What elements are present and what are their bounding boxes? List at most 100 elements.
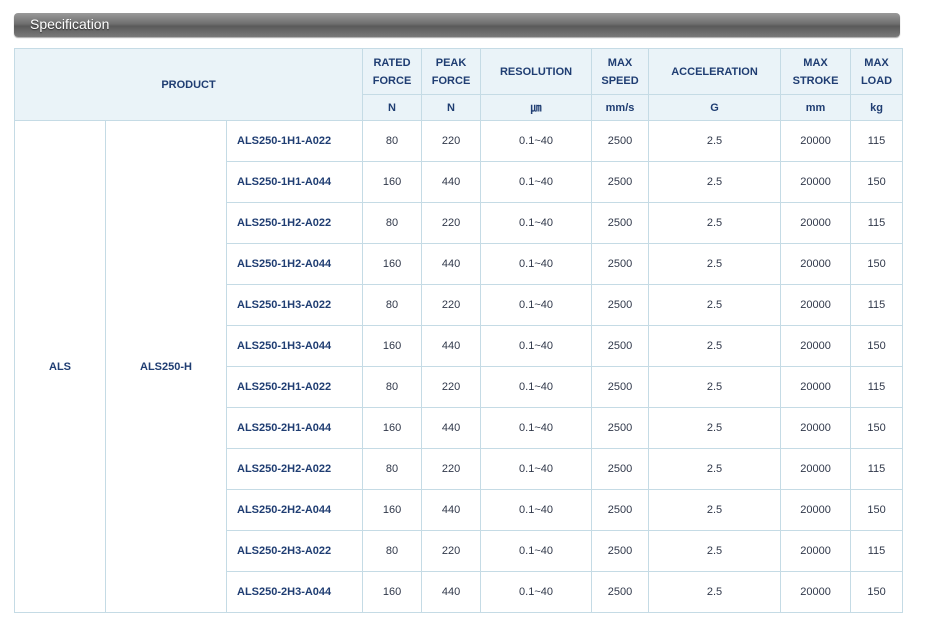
cell-model: ALS250-2H2-A022	[225, 448, 364, 490]
cell-model: ALS250-1H2-A044	[225, 243, 364, 285]
cell-model: ALS250-2H2-A044	[225, 489, 364, 531]
table-body: ALS ALS250-H ALS250-1H1-A022 80 220 0.1~40 250…	[14, 120, 904, 613]
product-group: ALS	[14, 120, 106, 613]
cell-max-stroke: 20000	[780, 448, 852, 490]
cell-resolution: 0.1~40	[480, 202, 593, 244]
header-acceleration: ACCELERATION	[648, 48, 782, 95]
cell-peak-force: 440	[421, 243, 482, 285]
cell-rated-force: 80	[362, 284, 423, 326]
cell-rated-force: 160	[362, 407, 423, 449]
product-subgroup: ALS250-H	[105, 120, 227, 613]
header-max-stroke: MAX STROKE	[780, 48, 852, 95]
cell-max-load: 150	[850, 407, 904, 449]
cell-max-load: 115	[850, 530, 904, 572]
cell-resolution: 0.1~40	[480, 366, 593, 408]
cell-acceleration: 2.5	[648, 530, 782, 572]
cell-rated-force: 160	[362, 571, 423, 613]
cell-acceleration: 2.5	[648, 284, 782, 326]
header-resolution: RESOLUTION	[480, 48, 593, 95]
specification-table: PRODUCT RATED FORCE PEAK FORCE RESOLUTION …	[13, 48, 904, 613]
cell-model: ALS250-1H2-A022	[225, 202, 364, 244]
section-title: Specification	[30, 16, 110, 32]
table-row: ALS250-1H3-A044 160 440 0.1~40 2500 2.5 20000 1…	[15, 325, 904, 367]
cell-acceleration: 2.5	[648, 489, 782, 531]
cell-max-load: 115	[850, 284, 904, 326]
cell-max-stroke: 20000	[780, 489, 852, 531]
cell-max-stroke: 20000	[780, 325, 852, 367]
unit-max-speed: mm/s	[591, 94, 650, 121]
cell-max-load: 150	[850, 243, 904, 285]
cell-acceleration: 2.5	[648, 571, 782, 613]
cell-max-stroke: 20000	[780, 243, 852, 285]
cell-peak-force: 220	[421, 530, 482, 572]
cell-model: ALS250-1H3-A022	[225, 284, 364, 326]
cell-resolution: 0.1~40	[480, 530, 593, 572]
cell-max-load: 150	[850, 161, 904, 203]
cell-rated-force: 160	[362, 489, 423, 531]
cell-model: ALS250-2H1-A044	[225, 407, 364, 449]
cell-max-stroke: 20000	[780, 202, 852, 244]
cell-max-speed: 2500	[591, 325, 650, 367]
cell-peak-force: 220	[421, 120, 482, 162]
cell-max-speed: 2500	[591, 530, 650, 572]
table-row: ALS250-1H2-A044 160 440 0.1~40 2500 2.5 20000 1…	[15, 243, 904, 285]
cell-max-load: 115	[850, 120, 904, 162]
unit-peak-force: N	[421, 94, 482, 121]
cell-max-load: 115	[850, 366, 904, 408]
table-row: ALS250-2H1-A022 80 220 0.1~40 2500 2.5 20000 11…	[15, 366, 904, 408]
cell-max-load: 115	[850, 448, 904, 490]
cell-peak-force: 440	[421, 407, 482, 449]
cell-resolution: 0.1~40	[480, 571, 593, 613]
cell-max-speed: 2500	[591, 243, 650, 285]
cell-peak-force: 220	[421, 448, 482, 490]
unit-max-stroke: mm	[780, 94, 852, 121]
cell-acceleration: 2.5	[648, 325, 782, 367]
cell-acceleration: 2.5	[648, 407, 782, 449]
table-row: ALS250-2H3-A044 160 440 0.1~40 2500 2.5 20000 1…	[15, 571, 904, 613]
cell-max-stroke: 20000	[780, 120, 852, 162]
cell-peak-force: 220	[421, 366, 482, 408]
cell-resolution: 0.1~40	[480, 325, 593, 367]
cell-resolution: 0.1~40	[480, 284, 593, 326]
cell-acceleration: 2.5	[648, 448, 782, 490]
cell-max-stroke: 20000	[780, 366, 852, 408]
cell-max-speed: 2500	[591, 284, 650, 326]
unit-resolution: ㎛	[480, 94, 593, 121]
cell-rated-force: 80	[362, 530, 423, 572]
cell-peak-force: 440	[421, 161, 482, 203]
cell-max-stroke: 20000	[780, 571, 852, 613]
cell-max-speed: 2500	[591, 489, 650, 531]
cell-model: ALS250-2H3-A044	[225, 571, 364, 613]
cell-rated-force: 160	[362, 325, 423, 367]
table-row: ALS250-2H2-A022 80 220 0.1~40 2500 2.5 20000 11…	[15, 448, 904, 490]
cell-max-speed: 2500	[591, 202, 650, 244]
cell-max-load: 150	[850, 571, 904, 613]
cell-peak-force: 220	[421, 202, 482, 244]
table-row: ALS250-1H3-A022 80 220 0.1~40 2500 2.5 20000 11…	[15, 284, 904, 326]
cell-model: ALS250-1H1-A044	[225, 161, 364, 203]
cell-max-speed: 2500	[591, 120, 650, 162]
unit-rated-force: N	[362, 94, 423, 121]
cell-max-stroke: 20000	[780, 407, 852, 449]
cell-acceleration: 2.5	[648, 120, 782, 162]
cell-max-speed: 2500	[591, 448, 650, 490]
table-row: ALS250-2H2-A044 160 440 0.1~40 2500 2.5 20000 1…	[15, 489, 904, 531]
cell-max-load: 150	[850, 489, 904, 531]
cell-acceleration: 2.5	[648, 202, 782, 244]
cell-rated-force: 80	[362, 366, 423, 408]
cell-resolution: 0.1~40	[480, 120, 593, 162]
cell-peak-force: 220	[421, 284, 482, 326]
cell-resolution: 0.1~40	[480, 407, 593, 449]
cell-resolution: 0.1~40	[480, 161, 593, 203]
cell-max-stroke: 20000	[780, 530, 852, 572]
cell-model: ALS250-2H1-A022	[225, 366, 364, 408]
cell-max-load: 115	[850, 202, 904, 244]
cell-acceleration: 2.5	[648, 161, 782, 203]
cell-rated-force: 160	[362, 243, 423, 285]
cell-peak-force: 440	[421, 325, 482, 367]
cell-max-stroke: 20000	[780, 161, 852, 203]
cell-peak-force: 440	[421, 489, 482, 531]
cell-max-speed: 2500	[591, 161, 650, 203]
cell-model: ALS250-2H3-A022	[225, 530, 364, 572]
cell-max-load: 150	[850, 325, 904, 367]
